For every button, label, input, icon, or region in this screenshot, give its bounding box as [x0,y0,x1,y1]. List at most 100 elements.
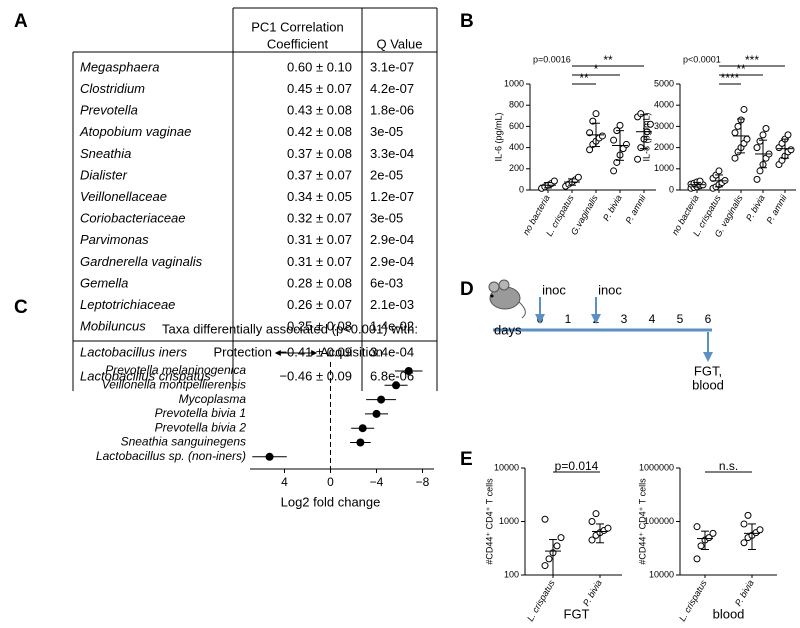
left-label: Protection [213,344,272,359]
y-tick-label: 800 [509,100,524,110]
endpoint-label: blood [692,377,724,392]
y-tick-label: 1000 [654,163,674,173]
data-point [553,542,561,550]
coefficient: 0.45 ± 0.07 [287,81,352,96]
taxon: Lactobacillus crispatus [80,368,211,383]
panel-label: C [14,297,28,318]
data-point [697,542,705,550]
data-point [744,511,752,519]
coefficient: 0.26 ± 0.07 [287,297,352,312]
data-point [784,131,792,139]
timeline-axis-label: days [494,322,522,337]
day-label: 6 [705,312,712,326]
y-tick-label: 2000 [654,142,674,152]
significance-label: p=0.014 [555,459,599,473]
x-tick-label: P. amnii [764,192,789,225]
y-tick-label: 1000000 [639,462,674,472]
row-label: Prevotella melaninogenica [105,363,246,377]
data-point [610,136,618,144]
data-point [696,177,704,185]
y-axis-label: IL-6 (pg/mL) [493,112,503,161]
y-tick-label: 200 [509,163,524,173]
coefficient: −0.46 ± 0.09 [279,368,352,383]
data-point [715,167,723,175]
taxon: Sneathia [80,146,131,161]
data-point [588,518,596,525]
taxon: Gemella [80,275,128,290]
row-label: Mycoplasma [179,392,247,406]
coefficient: 0.31 ± 0.07 [287,232,352,247]
coefficient: 0.37 ± 0.08 [287,146,352,161]
data-point [756,526,764,534]
chart-title: blood [713,606,745,621]
annotation: p<0.0001 [683,54,721,64]
y-tick-label: 10000 [649,569,674,579]
y-tick-label: 4000 [654,100,674,110]
data-point [604,524,612,532]
taxon: Megasphaera [80,59,160,74]
data-point [541,515,549,523]
data-point [693,555,701,563]
y-tick-label: 1000 [504,78,524,88]
q-value: 3.1e-07 [370,59,414,74]
taxon: Leptotrichiaceae [80,297,175,312]
data-point [756,137,764,145]
data-point [646,120,654,128]
coefficient: 0.37 ± 0.07 [287,167,352,182]
taxon: Dialister [80,167,128,182]
data-point [734,122,742,130]
table-header: Coefficient [267,36,329,51]
y-tick-label: 5000 [654,78,674,88]
q-value: 1.2e-07 [370,189,414,204]
day-label: 1 [565,312,572,326]
data-point [622,140,630,148]
data-point [731,129,739,137]
data-point [740,539,748,547]
coefficient: 0.25 ± 0.08 [287,319,352,334]
data-point [610,167,618,175]
q-value: 1.8e-06 [370,103,414,118]
data-point [753,175,761,183]
data-point [756,167,764,175]
coefficient: 0.31 ± 0.07 [287,254,352,269]
y-tick-label: 600 [509,121,524,131]
data-point [740,105,748,113]
data-point [588,536,596,544]
panel-label: E [460,449,473,470]
taxon: Coriobacteriaceae [80,211,186,226]
q-value: 4.2e-07 [370,81,414,96]
day-label: 3 [621,312,628,326]
row-label: Prevotella bivia 1 [155,406,246,420]
taxon: Lactobacillus iners [80,344,187,359]
panel-label: A [14,11,28,32]
x-tick-label: −4 [370,475,384,489]
data-point [586,129,594,137]
data-point [557,534,565,542]
panel-label: D [460,279,474,300]
data-point [356,438,365,447]
x-tick-label: 0 [327,475,334,489]
x-tick-label: P. bivia [733,578,756,608]
y-tick-label: 400 [509,142,524,152]
data-point [541,562,549,570]
x-tick-label: L. crispatus [677,578,709,623]
x-tick-label: P. bivia [601,193,624,223]
data-point [705,534,713,542]
right-label: Acquisition [320,344,383,359]
q-value: 2e-05 [370,167,403,182]
data-point [265,452,274,461]
data-point [392,381,401,390]
y-tick-label: 1000 [499,516,519,526]
y-axis-label: IL-8 (pg/mL) [641,112,651,161]
x-tick-label: P. bivia [581,578,604,608]
data-point [740,520,748,528]
data-point [759,131,767,139]
taxon: Mobiluncus [80,319,146,334]
panel-label: B [460,11,474,32]
data-point [762,125,770,133]
y-tick-label: 3000 [654,121,674,131]
row-label: Lactobacillus sp. (non-iners) [96,449,246,463]
data-point [550,177,558,185]
significance-label: n.s. [719,459,738,473]
day-label: 5 [677,312,684,326]
